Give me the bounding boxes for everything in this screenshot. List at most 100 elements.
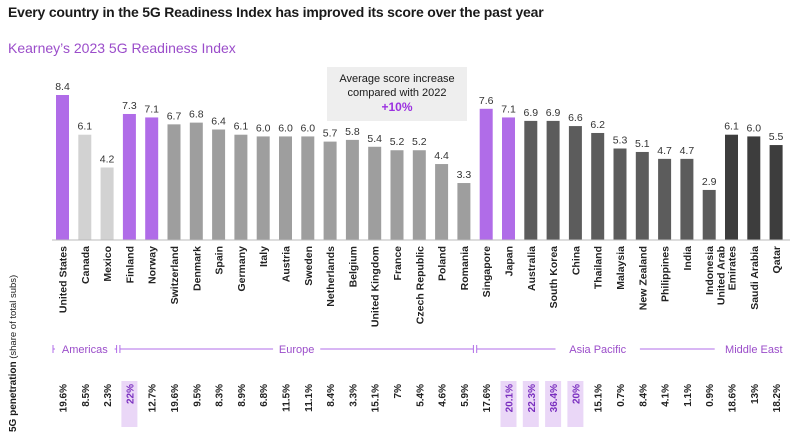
category-label: Canada <box>80 246 92 284</box>
penetration-highlight <box>522 381 539 427</box>
category-label: Japan <box>504 246 516 276</box>
penetration-text: 15.1% <box>594 384 605 412</box>
category-label-line: China <box>570 246 582 275</box>
category-label: Malaysia <box>615 246 627 290</box>
value-label: 6.0 <box>256 122 271 134</box>
penetration-highlight <box>567 381 584 427</box>
penetration-value: 0.7% <box>616 384 627 407</box>
penetration-text: 4.1% <box>661 384 672 407</box>
value-label: 6.1 <box>234 121 249 133</box>
penetration-text: 9.5% <box>192 384 203 407</box>
category-label-line: Emirates <box>727 246 739 291</box>
category-label: India <box>682 246 694 271</box>
category-label: Germany <box>236 246 248 292</box>
penetration-text: 8.4% <box>638 384 649 407</box>
category-label: Netherlands <box>325 246 337 307</box>
value-label: 6.4 <box>211 116 226 128</box>
penetration-highlight <box>545 381 562 427</box>
category-label-line: Germany <box>236 246 248 292</box>
bar <box>145 117 159 240</box>
callout-line-2: compared with 2022 <box>347 87 447 99</box>
penetration-text: 11.5% <box>282 384 293 412</box>
penetration-text: 19.6% <box>59 384 70 412</box>
value-label: 5.3 <box>613 135 628 147</box>
category-label-line: Austria <box>281 246 293 282</box>
category-label: Mexico <box>102 246 114 282</box>
bar <box>502 117 515 240</box>
category-label-line: Romania <box>459 246 471 291</box>
category-label: Thailand <box>593 246 605 289</box>
bar <box>368 146 382 240</box>
penetration-value: 19.6% <box>170 384 181 412</box>
region-label: Europe <box>279 344 314 356</box>
penetration-text: 36.4% <box>549 384 560 412</box>
category-label-line: Belgium <box>347 246 359 287</box>
penetration-text: 2.3% <box>103 384 114 407</box>
category-label-line: Poland <box>437 246 449 281</box>
bar <box>635 151 649 240</box>
penetration-value: 5.9% <box>460 384 471 407</box>
penetration-text: 5.9% <box>460 384 471 407</box>
category-label-line: New Zealand <box>637 246 649 310</box>
region-label: Asia Pacific <box>569 344 626 356</box>
penetration-text: 6.8% <box>259 384 270 407</box>
bar <box>412 150 426 240</box>
region-label: Middle East <box>725 344 782 356</box>
category-label-line: France <box>392 246 404 281</box>
bar <box>546 120 560 240</box>
penetration-text: 18.6% <box>728 384 739 412</box>
value-label: 4.7 <box>680 145 695 157</box>
penetration-value: 36.4% <box>549 384 560 412</box>
chart-subtitle: Kearney’s 2023 5G Readiness Index <box>8 40 236 56</box>
category-label: Saudi Arabia <box>749 246 761 310</box>
penetration-value: 2.3% <box>103 384 114 407</box>
region-label-bg <box>555 342 640 356</box>
category-label-line: Qatar <box>771 246 783 273</box>
bar <box>390 150 404 240</box>
penetration-text: 17.6% <box>482 384 493 412</box>
penetration-text: 18.2% <box>772 384 783 412</box>
category-label-line: Japan <box>504 246 516 276</box>
category-label-line: United Kingdom <box>370 246 382 327</box>
category-label: Norway <box>147 246 159 284</box>
value-label: 5.2 <box>412 136 427 148</box>
category-label: Italy <box>258 246 270 267</box>
category-label-line: Italy <box>258 246 270 267</box>
penetration-text: 5.4% <box>415 384 426 407</box>
category-label: South Korea <box>548 246 560 309</box>
penetration-text: 15.1% <box>371 384 382 412</box>
penetration-value: 17.6% <box>482 384 493 412</box>
category-label-line: Norway <box>147 246 159 284</box>
category-label-line: Thailand <box>593 246 605 289</box>
bar <box>100 167 114 240</box>
category-label: Belgium <box>347 246 359 287</box>
value-label: 4.2 <box>100 154 115 166</box>
penetration-value: 20% <box>571 384 582 404</box>
category-label-line: Saudi Arabia <box>749 246 761 310</box>
value-label: 5.4 <box>367 133 382 145</box>
category-label: Switzerland <box>169 246 181 304</box>
value-label: 7.1 <box>501 103 516 115</box>
category-label: Singapore <box>481 246 493 298</box>
penetration-text: 0.7% <box>616 384 627 407</box>
category-label-line: Spain <box>214 246 226 275</box>
bar <box>279 136 292 240</box>
penetration-value: 6.8% <box>259 384 270 407</box>
penetration-text: 7% <box>393 384 404 399</box>
penetration-text: 13% <box>750 384 761 404</box>
chart-title: Every country in the 5G Readiness Index … <box>8 4 544 20</box>
bar <box>747 136 761 240</box>
bar <box>457 183 471 240</box>
value-label: 5.8 <box>345 126 360 138</box>
bar <box>769 145 783 240</box>
penetration-value: 8.3% <box>215 384 226 407</box>
penetration-text: 8.5% <box>81 384 92 407</box>
penetration-value: 18.2% <box>772 384 783 412</box>
penetration-value: 8.4% <box>638 384 649 407</box>
category-label: Sweden <box>303 246 315 286</box>
bar <box>345 139 359 240</box>
value-label: 5.2 <box>390 136 405 148</box>
value-label: 5.1 <box>635 138 650 150</box>
category-label-line: Netherlands <box>325 246 337 307</box>
bar <box>479 108 493 240</box>
